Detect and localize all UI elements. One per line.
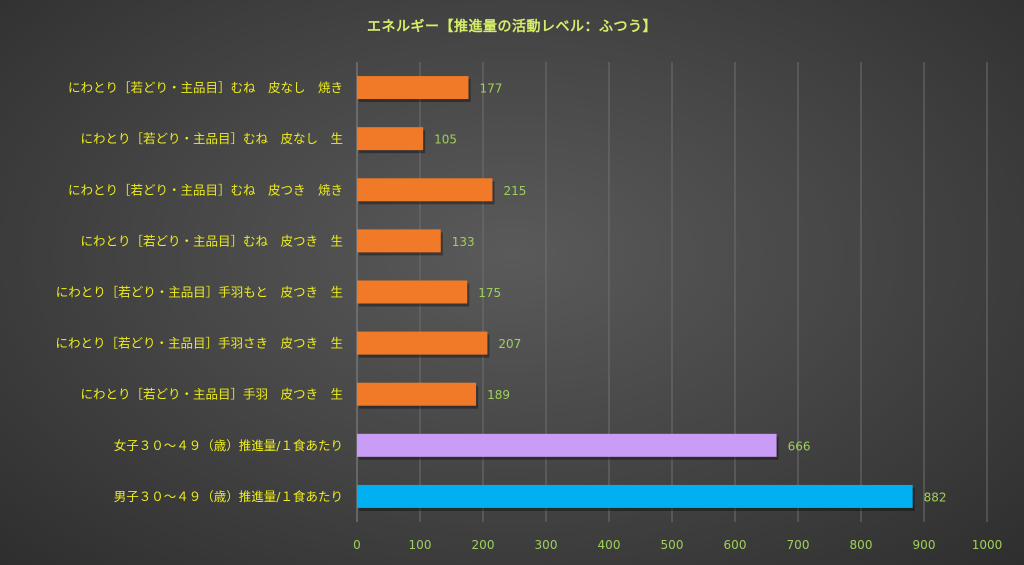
- bar: [357, 229, 441, 253]
- data-label: 207: [498, 337, 521, 351]
- data-label: 105: [434, 133, 457, 147]
- category-label: にわとり［若どり・主品目］むね 皮つき 焼き: [68, 182, 343, 197]
- x-tick-label: 200: [472, 538, 495, 552]
- data-label: 177: [480, 82, 503, 96]
- data-label: 189: [487, 388, 510, 402]
- x-tick-label: 300: [535, 538, 558, 552]
- category-label: にわとり［若どり・主品目］手羽 皮つき 生: [80, 387, 343, 402]
- data-label: 175: [478, 286, 501, 300]
- data-label: 215: [503, 184, 526, 198]
- data-label: 133: [452, 235, 475, 249]
- bar: [357, 331, 488, 355]
- bar: [357, 178, 493, 202]
- category-label: にわとり［若どり・主品目］手羽さき 皮つき 生: [55, 336, 343, 351]
- x-tick-label: 800: [850, 538, 873, 552]
- bar: [357, 127, 424, 151]
- chart-title: エネルギー【推進量の活動レベル：ふつう】: [367, 19, 657, 35]
- data-label: 666: [788, 439, 811, 453]
- x-tick-label: 100: [409, 538, 432, 552]
- category-label: 女子３０～４９（歳）推進量/１食あたり: [114, 438, 343, 453]
- bar: [357, 382, 477, 406]
- x-tick-label: 1000: [972, 538, 1003, 552]
- bar: [357, 76, 469, 100]
- x-tick-label: 700: [787, 538, 810, 552]
- x-tick-label: 600: [724, 538, 747, 552]
- x-tick-label: 900: [913, 538, 936, 552]
- bar: [357, 433, 777, 457]
- category-label: にわとり［若どり・主品目］むね 皮つき 生: [80, 233, 343, 248]
- labels: 0 100 200 300 400 500 600 700 800 900 1000 にわとり［若どり…: [55, 80, 1002, 552]
- bar: [357, 484, 913, 508]
- category-label: にわとり［若どり・主品目］むね 皮なし 生: [80, 131, 343, 146]
- x-tick-label: 500: [661, 538, 684, 552]
- category-label: 男子３０～４９（歳）推進量/１食あたり: [114, 489, 343, 504]
- bar: [357, 280, 468, 304]
- category-label: にわとり［若どり・主品目］むね 皮なし 焼き: [68, 80, 343, 95]
- bars: [357, 76, 915, 511]
- data-label: 882: [924, 490, 947, 504]
- category-label: にわとり［若どり・主品目］手羽もと 皮つき 生: [56, 285, 343, 300]
- x-tick-label: 0: [353, 538, 361, 552]
- x-tick-label: 400: [598, 538, 621, 552]
